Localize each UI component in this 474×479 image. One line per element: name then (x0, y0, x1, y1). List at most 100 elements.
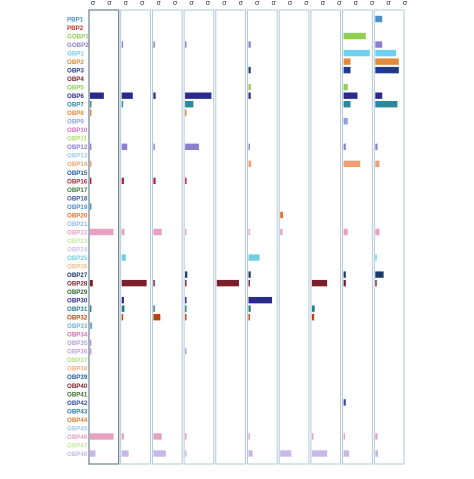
expression-bar (248, 433, 250, 440)
expression-bar (90, 433, 114, 440)
expression-bar (375, 160, 380, 168)
expression-bar (343, 32, 366, 40)
column-header-mark: σ (321, 0, 326, 7)
expression-bar (153, 305, 155, 312)
expression-bar (248, 296, 273, 304)
expression-bar (343, 450, 350, 457)
expression-bar (375, 433, 378, 440)
gene-label: OBP17 (67, 187, 88, 194)
expression-bar (153, 143, 155, 150)
expression-bars (90, 15, 399, 457)
column-header-mark: σ (140, 0, 145, 7)
expression-bar (185, 177, 187, 185)
gene-label: OBP27 (67, 272, 88, 279)
expression-bar (121, 305, 125, 312)
expression-bar (343, 49, 370, 57)
expression-bar (375, 49, 397, 57)
gene-label: OBP12 (67, 144, 88, 151)
expression-bar (90, 279, 93, 287)
gene-label: OBP5 (67, 85, 84, 92)
gene-label: OBP20 (67, 212, 88, 219)
expression-bar (185, 228, 187, 236)
gene-label: OBP7 (67, 102, 84, 109)
column-header-mark: σ (239, 0, 244, 7)
expression-bar (185, 348, 187, 355)
column-header-mark: σ (206, 0, 211, 7)
expression-bar (185, 296, 187, 304)
gene-label: OBP41 (67, 391, 88, 398)
expression-bar (153, 450, 166, 457)
expression-bar (121, 314, 124, 321)
expression-bar (185, 279, 187, 287)
column-panel-c7 (278, 9, 310, 465)
expression-bar (121, 92, 133, 99)
expression-bar (343, 101, 351, 108)
expression-bar (121, 101, 124, 108)
gene-label: OBP11 (67, 136, 88, 143)
expression-bar (311, 433, 314, 440)
expression-bar (248, 143, 250, 150)
expression-bar (185, 305, 187, 312)
expression-bar (153, 92, 156, 99)
expression-bar (248, 160, 252, 168)
column-header-mark: σ (271, 0, 276, 7)
expression-bar (375, 15, 383, 23)
expression-bar (185, 433, 187, 440)
gene-label: OBP31 (67, 306, 88, 313)
column-header-mark: σ (91, 0, 96, 7)
gene-label: OBP2 (67, 59, 84, 66)
column-header-mark: σ (403, 0, 408, 7)
expression-bar (343, 433, 345, 440)
expression-bar (248, 92, 251, 99)
gene-label: OBP33 (67, 323, 88, 330)
gene-label: OBP25 (67, 255, 88, 262)
gene-label: OBP43 (67, 408, 88, 415)
gene-label: OBP26 (67, 263, 88, 270)
gene-label: OBP16 (67, 178, 88, 185)
expression-bar (121, 450, 129, 457)
expression-bar (153, 433, 162, 440)
expression-bar (185, 41, 187, 48)
expression-bar (375, 271, 384, 278)
expression-bar (248, 83, 251, 91)
expression-bar (153, 228, 162, 236)
gene-label: OBP36 (67, 349, 88, 356)
expression-bar (153, 177, 156, 185)
gene-label: OBP3 (67, 68, 84, 75)
column-header-mark: σ (124, 0, 129, 7)
column-panel-c3 (151, 9, 183, 465)
expression-bar (185, 143, 199, 150)
expression-bar (121, 143, 128, 150)
column-panel-c4 (183, 9, 215, 465)
expression-bar (343, 399, 346, 406)
gene-label: OBP23 (67, 238, 88, 245)
expression-bar (121, 177, 124, 185)
column-header-mark: σ (354, 0, 359, 7)
column-header-mark: σ (386, 0, 391, 7)
expression-bar (121, 279, 147, 287)
expression-bar (375, 92, 383, 99)
expression-bar (90, 160, 92, 168)
gene-label: PBP2 (67, 25, 84, 32)
expression-bar (375, 101, 398, 108)
column-panel-c2 (120, 9, 151, 465)
gene-label: OBP46 (67, 434, 88, 441)
expression-bar (90, 143, 92, 150)
expression-bar (90, 228, 114, 236)
expression-bar (375, 254, 377, 261)
gene-label: OBP48 (67, 451, 88, 458)
expression-bar (311, 305, 315, 312)
expression-bar (375, 58, 399, 65)
column-header-mark: σ (157, 0, 162, 7)
column-panel-c5 (215, 9, 246, 465)
expression-bar (343, 66, 351, 74)
expression-bar (343, 279, 346, 287)
expression-bar (280, 450, 292, 457)
expression-bar (185, 450, 187, 457)
expression-bar (248, 279, 250, 287)
gene-label: OBP28 (67, 281, 88, 288)
gene-label: OBP24 (67, 246, 88, 253)
gene-label: PBP1 (67, 16, 84, 23)
expression-bar (248, 305, 251, 312)
